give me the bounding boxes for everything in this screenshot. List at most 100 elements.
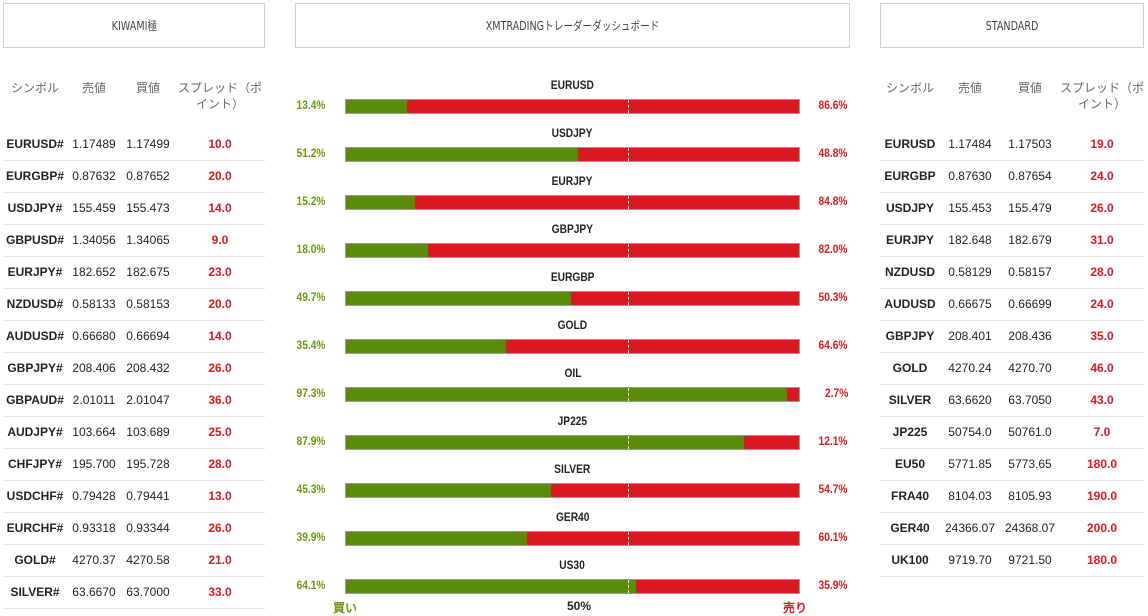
sell-percent: 50.3% [816,290,850,304]
ask-cell: 0.58153 [121,288,175,321]
buy-percent-text: 97.3% [296,386,326,400]
ask-cell: 155.473 [121,192,175,225]
symbol-cell: GBPUSD# [3,224,67,257]
sell-percent-text: 2.7% [824,386,848,400]
midpoint-line [628,580,629,593]
buy-axis-label: 買い [333,601,358,615]
ask-cell: 0.79441 [121,480,175,513]
ask-cell: 4270.58 [121,544,175,577]
spread-cell: 180.0 [1060,448,1144,481]
symbol-cell: GBPAUD# [3,384,67,417]
ask-cell: 1.17503 [1000,128,1060,161]
ask-cell: 0.87654 [1000,160,1060,193]
table-row: UK100 9719.70 9721.50 180.0 [880,544,1144,577]
trader-sentiment-bars: EURUSD 13.4% 86.6% USDJPY 51.2% 48.8% EURJPY 15… [290,76,855,604]
sell-percent-text: 12.1% [818,434,848,448]
sell-percent: 12.1% [816,434,850,448]
pair-name-text: GOLD [557,318,588,332]
bid-cell: 63.6620 [940,384,1000,417]
buy-percent: 18.0% [294,242,328,256]
sentiment-bar [345,387,800,402]
symbol-cell: EURUSD [880,128,940,161]
sell-percent-text: 35.9% [818,578,848,592]
table-row: SILVER# 63.6670 63.7000 33.0 [3,576,265,609]
sell-percent-text: 60.1% [818,530,848,544]
symbol-cell: EURCHF# [3,512,67,545]
ask-cell: 182.679 [1000,224,1060,257]
pair-name-text: US30 [559,558,586,572]
table-row: SILVER 63.6620 63.7050 43.0 [880,384,1144,417]
spread-cell: 28.0 [175,448,265,481]
sentiment-bar [345,435,800,450]
symbol-cell: EURJPY# [3,256,67,289]
midpoint-line [628,436,629,449]
buy-percent-text: 13.4% [296,98,326,112]
spread-cell: 26.0 [1060,192,1144,225]
ask-cell: 63.7050 [1000,384,1060,417]
midpoint-line [628,484,629,497]
column-header-bid: 売値 [81,81,106,95]
buy-percent: 13.4% [294,98,328,112]
ask-cell: 50761.0 [1000,416,1060,449]
bid-cell: 1.34056 [67,224,121,257]
buy-percent-text: 18.0% [296,242,326,256]
bid-cell: 182.648 [940,224,1000,257]
spread-cell: 190.0 [1060,480,1144,513]
sell-bar [636,580,799,593]
sentiment-bar [345,531,800,546]
buy-bar [346,436,745,449]
pair-name-text: GBPJPY [551,222,594,236]
pair-name-text: GER40 [555,510,590,524]
pair-name-text: EURGBP [550,270,595,284]
bid-cell: 0.66680 [67,320,121,353]
spread-cell: 13.0 [175,480,265,513]
spread-cell: 36.0 [175,384,265,417]
pair-name: USDJPY [290,126,855,140]
sell-bar [506,340,799,353]
buy-percent: 64.1% [294,578,328,592]
bid-cell: 9719.70 [940,544,1000,577]
spread-cell: 7.0 [1060,416,1144,449]
buy-bar [346,388,787,401]
symbol-cell: USDJPY# [3,192,67,225]
column-header-ask: 買値 [1017,81,1042,95]
bid-cell: 4270.37 [67,544,121,577]
buy-bar [346,100,407,113]
table-row: GOLD 4270.24 4270.70 46.0 [880,352,1144,385]
buy-percent: 45.3% [294,482,328,496]
spread-cell: 43.0 [1060,384,1144,417]
spread-cell: 20.0 [175,288,265,321]
buy-bar [346,580,637,593]
table-row: JP225 50754.0 50761.0 7.0 [880,416,1144,449]
spread-cell: 14.0 [175,320,265,353]
ask-cell: 8105.93 [1000,480,1060,513]
bid-cell: 182.652 [67,256,121,289]
sentiment-bar [345,99,800,114]
column-header-spread: スプレッド（ポイント） [1060,81,1145,111]
table-row: NZDUSD# 0.58133 0.58153 20.0 [3,288,265,321]
buy-percent-text: 39.9% [296,530,326,544]
table-row: NZDUSD 0.58129 0.58157 28.0 [880,256,1144,289]
spread-cell: 14.0 [175,192,265,225]
midpoint-line [628,388,629,401]
sentiment-row: OIL 97.3% 2.7% [290,364,855,412]
sentiment-row: SILVER 45.3% 54.7% [290,460,855,508]
table-row: EURJPY 182.648 182.679 31.0 [880,224,1144,257]
midpoint-line [628,244,629,257]
sentiment-bar [345,339,800,354]
buy-bar [346,484,552,497]
column-header-symbol: シンボル [10,81,59,95]
sentiment-bar [345,195,800,210]
symbol-cell: EURGBP [880,160,940,193]
midpoint-line [628,292,629,305]
symbol-cell: GBPJPY [880,320,940,353]
bid-cell: 50754.0 [940,416,1000,449]
sell-percent-text: 50.3% [818,290,848,304]
buy-percent: 97.3% [294,386,328,400]
table-row: USDCHF# 0.79428 0.79441 13.0 [3,480,265,513]
sentiment-bar [345,291,800,306]
table-row: EURGBP# 0.87632 0.87652 20.0 [3,160,265,193]
bid-cell: 0.87630 [940,160,1000,193]
spread-cell: 9.0 [175,224,265,257]
table-row: GOLD# 4270.37 4270.58 21.0 [3,544,265,577]
